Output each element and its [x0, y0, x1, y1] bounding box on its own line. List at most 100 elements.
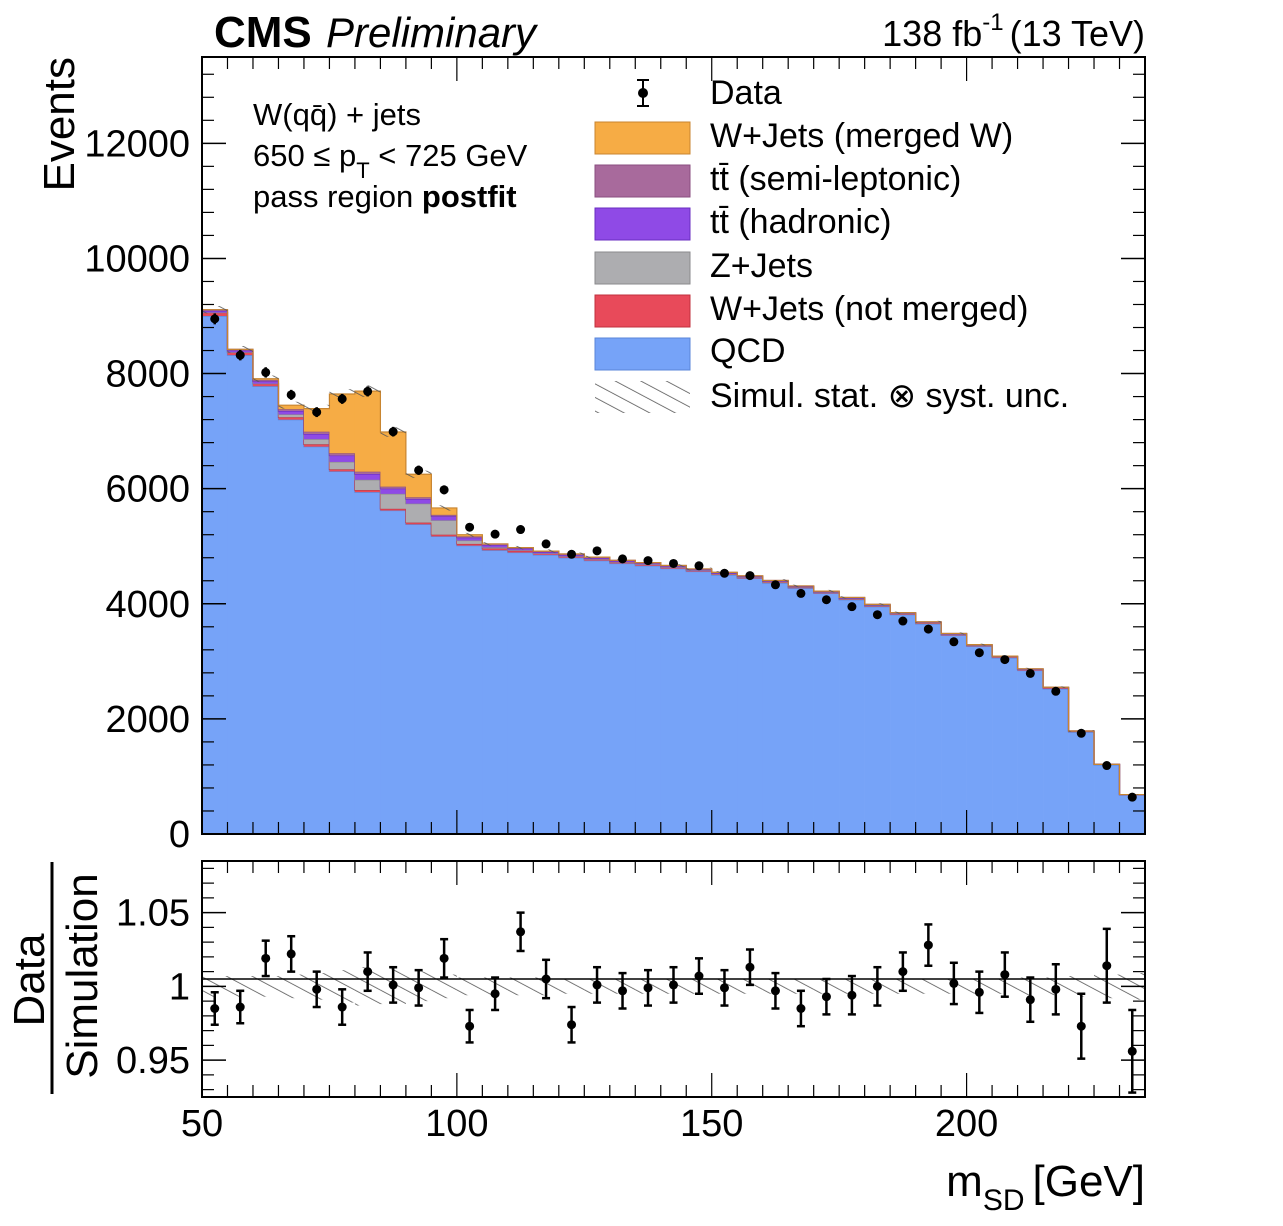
region-a: pass region [253, 179, 422, 214]
stack-bar-qcd [558, 557, 585, 834]
ratio-point [541, 974, 551, 984]
data-point [694, 561, 704, 571]
stack-bar-qcd [380, 510, 407, 834]
x-title-sub: SD [983, 1184, 1025, 1217]
ratio-point [1000, 970, 1010, 980]
ratio-unc-band [558, 979, 585, 994]
stack-bar-qcd [890, 614, 916, 834]
ratio-point [490, 989, 500, 999]
stack-bar-qcd [686, 571, 713, 834]
stack-bar-wmerged [405, 474, 432, 498]
stack-bar-ttsemi [278, 409, 305, 411]
stack-bar-tthad [431, 516, 458, 521]
stack-bar-wnot [533, 553, 560, 555]
stack-bar-qcd [329, 471, 356, 834]
ratio-point [669, 980, 678, 990]
data-point [567, 549, 577, 559]
stack-bar-qcd [660, 568, 687, 834]
ratio-point [592, 980, 602, 990]
stack-bar-tthad [507, 548, 534, 551]
main-unc-band [252, 375, 279, 382]
stack-bar-zjets [456, 540, 483, 544]
legend-label-wnot: W+Jets (not merged) [710, 290, 1028, 328]
ratio-point [388, 980, 398, 990]
data-point [847, 602, 857, 612]
stack-bar-zjets [303, 439, 330, 445]
main-frame [201, 56, 1146, 835]
pt-range-sub: T [356, 158, 369, 183]
ratio-point [439, 953, 449, 963]
ratio-y-axis-title: Data Simulation [5, 862, 107, 1094]
main-unc-band [890, 611, 916, 614]
legend-entry-wmerged: W+Jets (merged W) [594, 117, 1013, 155]
stack-bar-qcd [202, 316, 228, 834]
lumi-value: 138 fb [882, 13, 982, 54]
ratio-point [210, 1004, 220, 1013]
ratio-point [694, 971, 704, 981]
ratio-point [974, 987, 984, 997]
legend-label-ttsemi: tt̄ (semi-leptonic) [710, 160, 961, 198]
stack-bar-wmerged [380, 431, 407, 487]
stack-bar-wnot [456, 543, 483, 546]
legend-label-unc: Simul. stat. ⊗ syst. unc. [710, 377, 1069, 415]
main-unc-band [584, 555, 610, 559]
stack-bar-qcd [482, 550, 509, 834]
data-point [235, 350, 245, 360]
stack-bar-qcd [507, 552, 534, 834]
ratio-y-title-top: Data [5, 933, 54, 1026]
data-point [669, 558, 678, 568]
stack-bar-qcd [533, 554, 560, 834]
stack-bar-zjets [380, 493, 407, 509]
ratio-point [363, 967, 373, 977]
x-tick-label: 50 [181, 1103, 223, 1145]
ratio-point [821, 992, 831, 1002]
stack-bar-qcd [915, 623, 942, 834]
legend-entry-unc: Simul. stat. ⊗ syst. unc. [595, 377, 1069, 415]
ratio-unc-band [1068, 976, 1095, 997]
legend: Data W+Jets (merged W) tt̄ (semi-leptoni… [594, 74, 1069, 415]
ratio-unc-band [278, 974, 304, 999]
stack-bar-tthad [456, 537, 483, 541]
stack-bar-zjets [329, 461, 356, 470]
ratio-point [1025, 995, 1035, 1005]
pt-range-label: 650 ≤ pT < 725 GeV [253, 138, 528, 183]
data-point [643, 556, 653, 566]
ratio-point [872, 981, 882, 991]
ratio-point [337, 1002, 347, 1012]
stack-bar-tthad [482, 545, 509, 548]
stack-bar-qcd [839, 599, 865, 834]
x-tick-label: 200 [935, 1103, 998, 1145]
main-unc-band [1017, 667, 1044, 670]
x-axis-title: mSD [GeV] [946, 1157, 1145, 1217]
stack-bar-wnot [303, 444, 330, 447]
legend-label-data: Data [710, 74, 782, 112]
main-unc-band [227, 345, 253, 353]
stack-bar-qcd [405, 524, 432, 834]
pt-range-a: 650 ≤ p [253, 138, 356, 173]
y-tick-label: 2000 [105, 699, 190, 741]
legend-label-wmerged: W+Jets (merged W) [710, 117, 1013, 155]
ratio-unc-band [456, 977, 483, 996]
ratio-point [719, 983, 729, 993]
data-point [1025, 668, 1035, 678]
stack-bar-zjets [431, 520, 458, 535]
stack-bar-wnot [380, 508, 407, 511]
legend-swatch-zjets [594, 251, 691, 285]
ratio-unc-band [737, 979, 763, 994]
ratio-unc-band [788, 979, 814, 994]
ratio-unc-band [227, 976, 253, 997]
ratio-unc-band [915, 979, 942, 994]
main-unc-band [202, 306, 228, 314]
data-point [516, 525, 526, 535]
y-tick-label: 4000 [105, 584, 190, 626]
y-tick-label: 10000 [84, 238, 190, 280]
data-point [465, 522, 475, 532]
main-unc-band [533, 549, 559, 553]
ratio-unc-band [252, 976, 279, 997]
stack-bar-tthad [354, 473, 381, 480]
stack-bar-tthad [278, 410, 305, 415]
data-point [592, 546, 602, 556]
ratio-point [1076, 1021, 1086, 1031]
main-unc-band [839, 596, 865, 599]
